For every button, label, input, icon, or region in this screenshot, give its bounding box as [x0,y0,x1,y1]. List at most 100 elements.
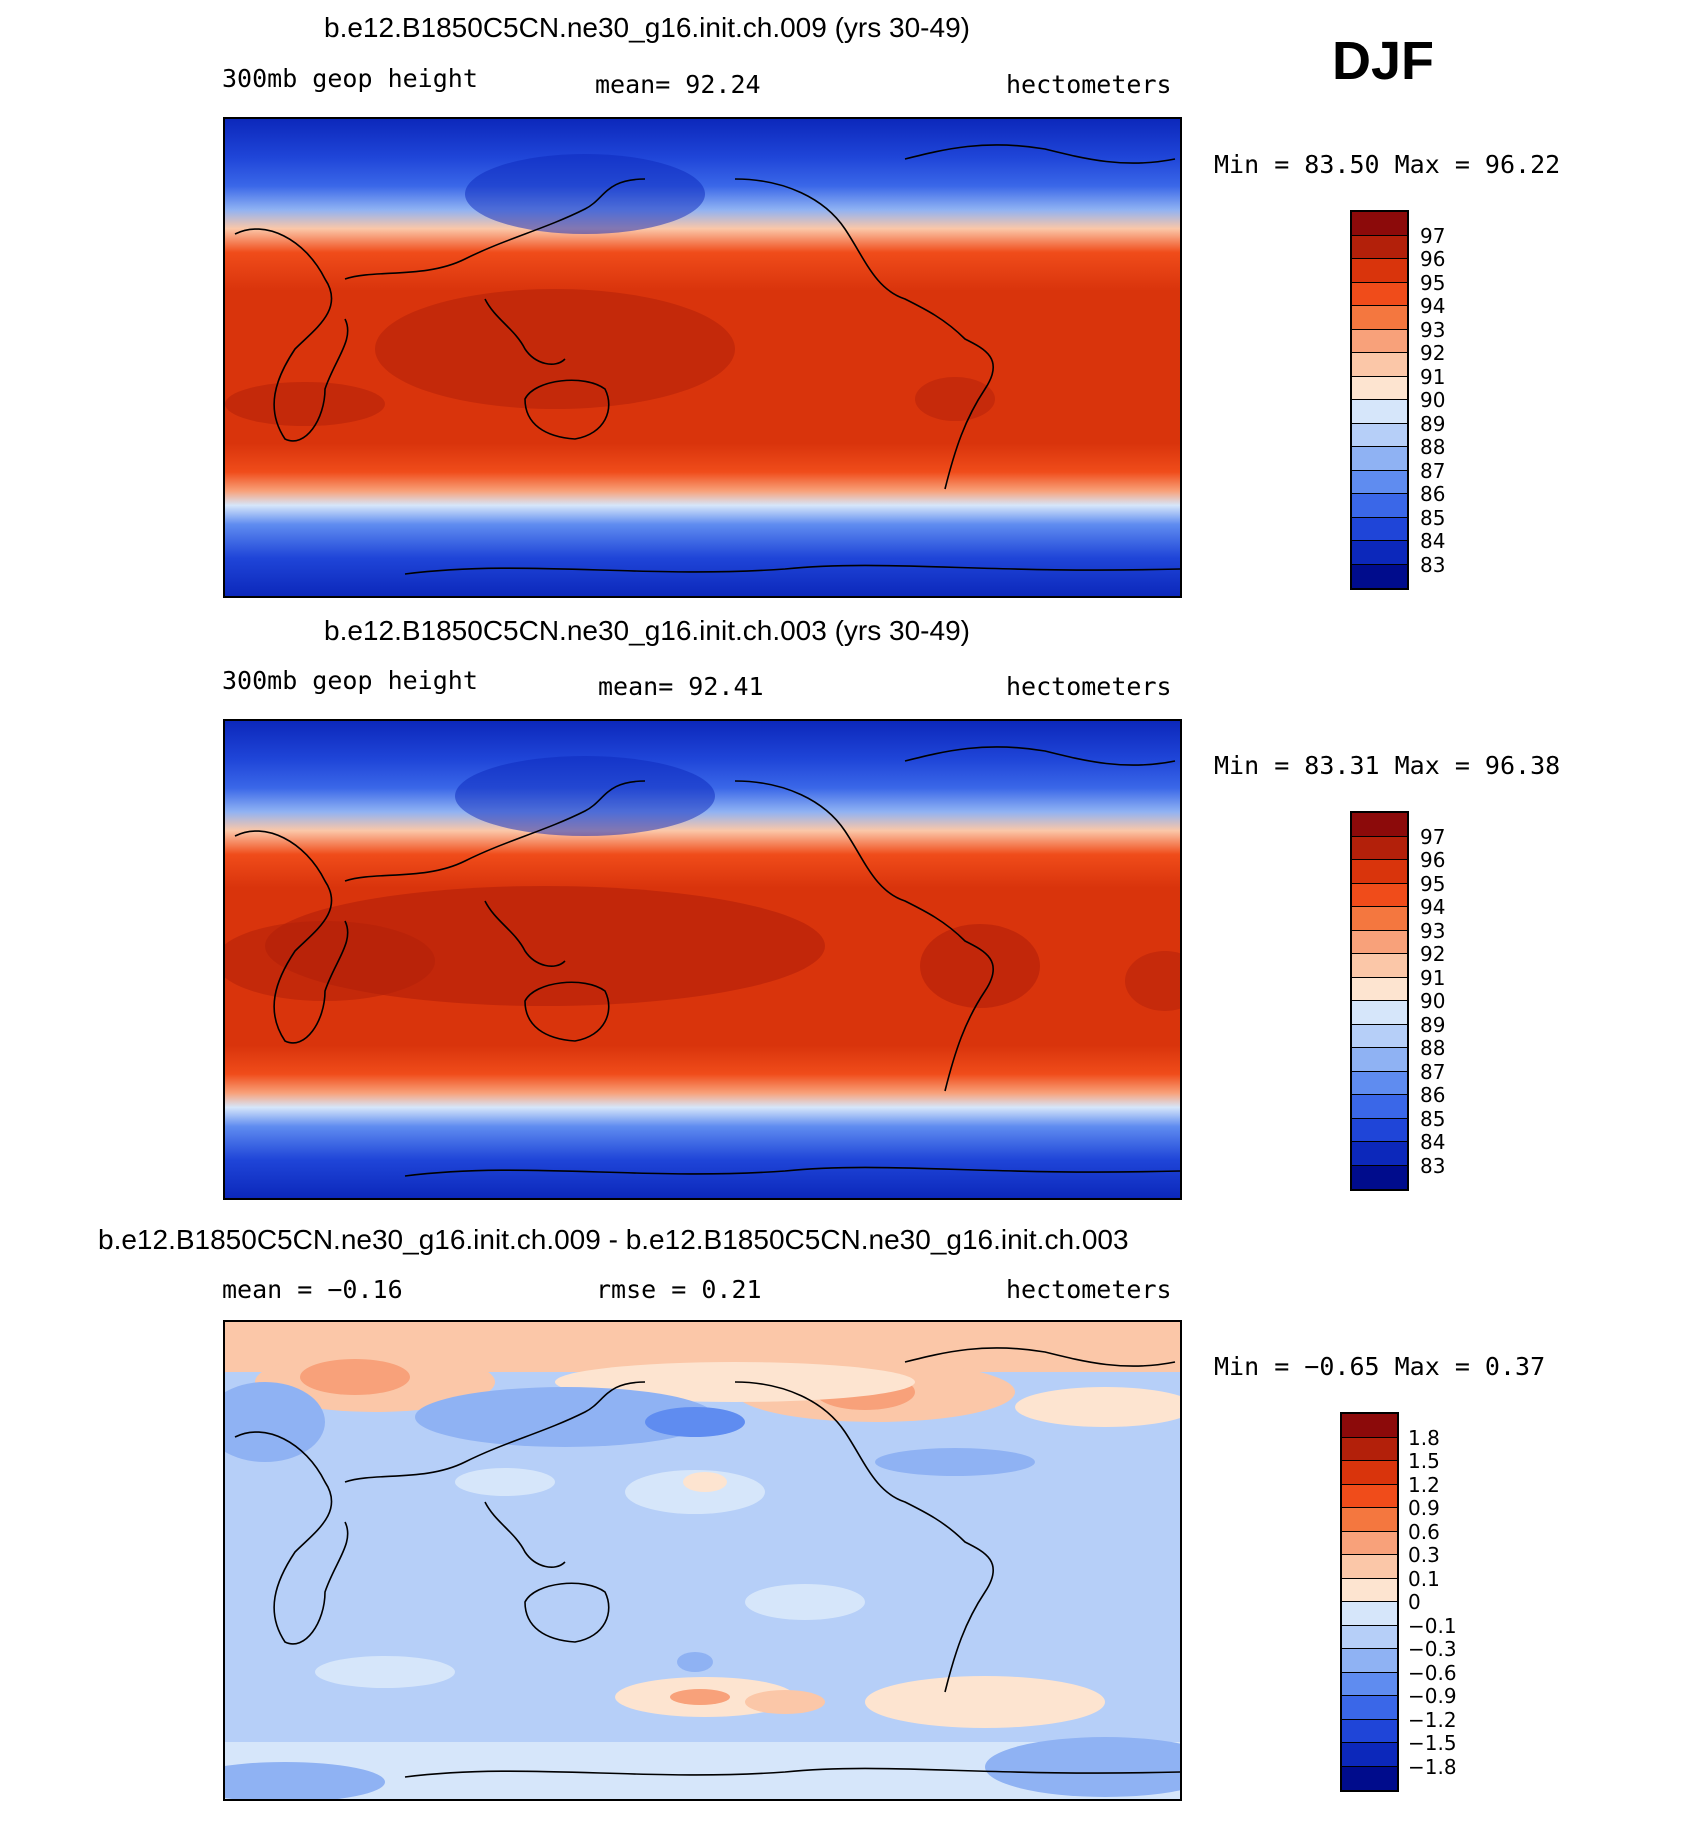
panel3-colorbar-cell [1342,1578,1397,1602]
panel1-colorbar-cell [1352,282,1407,306]
panel3-colorbar-cell [1342,1437,1397,1461]
panel1-colorbar-label: 92 [1420,341,1446,365]
panel3-colorbar-cell [1342,1696,1397,1720]
panel1-colorbar-label: 95 [1420,270,1446,295]
panel1-colorbar-cell [1352,447,1407,471]
panel3-colorbar-cell [1342,1461,1397,1485]
panel2-mean-label: mean= 92.41 [598,672,764,701]
panel3-units-label: hectometers [1006,1275,1172,1304]
panel3-colorbar-cell [1342,1672,1397,1696]
panel2-colorbar-label: 93 [1420,918,1446,943]
panel2-colorbar-cell [1352,907,1407,931]
panel3-map [223,1320,1182,1801]
panel3-colorbar-cell [1342,1555,1397,1579]
panel1-colorbar-cell [1352,376,1407,400]
panel3-colorbar [1340,1412,1399,1792]
panel1-colorbar-cell [1352,517,1407,541]
panel3-colorbar-label: 0.1 [1408,1566,1440,1591]
panel3-colorbar-label: −1.8 [1408,1754,1457,1779]
panel1-colorbar-label: 94 [1420,294,1446,318]
panel2-colorbar-label: 92 [1420,942,1446,966]
panel3-colorbar-label: 0.6 [1408,1519,1440,1544]
panel3-colorbar-cell [1342,1414,1397,1438]
panel2-colorbar-cell [1352,836,1407,860]
panel1-colorbar-cell [1352,235,1407,259]
panel1-colorbar [1350,210,1409,590]
panel2-map-field [225,721,1180,1198]
panel1-colorbar-cell [1352,212,1407,236]
panel3-colorbar-label: −0.1 [1408,1613,1457,1638]
panel2-colorbar-cell [1352,883,1407,907]
panel1-colorbar-cell [1352,353,1407,377]
panel3-colorbar-cell [1342,1508,1397,1532]
panel1-units-label: hectometers [1006,70,1172,99]
panel3-colorbar-cell [1342,1602,1397,1626]
panel3-colorbar-label: −0.9 [1408,1684,1457,1708]
panel2-colorbar-label: 90 [1420,989,1446,1013]
panel2-colorbar-cell [1352,1118,1407,1142]
panel2-coastlines [234,746,1180,1177]
panel2-colorbar-cell [1352,1095,1407,1119]
panel1-colorbar-cell [1352,400,1407,424]
panel3-colorbar-cell [1342,1649,1397,1673]
panel2-colorbar-label: 87 [1420,1059,1446,1084]
panel1-colorbar-label: 96 [1420,247,1446,271]
panel2-units-label: hectometers [1006,672,1172,701]
panel1-colorbar-label: 86 [1420,482,1446,506]
panel2-colorbar-cell [1352,1048,1407,1072]
panel2-colorbar-cell [1352,1001,1407,1025]
panel1-colorbar-labels: 97 96 95 94 93 92 91 90 89 88 87 86 85 84 83 [1420,222,1480,592]
panel3-mean-label: mean = −0.16 [222,1275,403,1304]
panel1-colorbar-label: 91 [1420,364,1446,389]
panel1-colorbar-label: 84 [1420,529,1446,553]
panel1-colorbar-cell [1352,564,1407,588]
panel2-colorbar-label: 89 [1420,1012,1446,1037]
panel1-colorbar-cell [1352,329,1407,353]
panel3-colorbar-cell [1342,1531,1397,1555]
panel2-colorbar-cell [1352,930,1407,954]
panel2-colorbar [1350,811,1409,1191]
panel3-colorbar-label: 0.3 [1408,1543,1440,1567]
panel1-colorbar-cell [1352,541,1407,565]
panel3-minmax: Min = −0.65 Max = 0.37 [1214,1352,1546,1381]
panel2-title: b.e12.B1850C5CN.ne30_g16.init.ch.003 (yr… [324,615,970,646]
panel3-title: b.e12.B1850C5CN.ne30_g16.init.ch.009 - b… [98,1224,1129,1255]
panel1-colorbar-cell [1352,494,1407,518]
panel1-colorbar-cell [1352,306,1407,330]
panel1-colorbar-label: 90 [1420,388,1446,412]
panel1-colorbar-label: 97 [1420,223,1446,248]
panel3-colorbar-label: 1.8 [1408,1425,1440,1450]
panel2-colorbar-label: 96 [1420,848,1446,872]
panel2-colorbar-labels: 97 96 95 94 93 92 91 90 89 88 87 86 85 84 83 [1420,823,1480,1193]
panel3-colorbar-cell [1342,1625,1397,1649]
panel1-colorbar-cell [1352,259,1407,283]
panel2-colorbar-cell [1352,860,1407,884]
panel2-minmax: Min = 83.31 Max = 96.38 [1214,751,1561,780]
panel2-colorbar-cell [1352,977,1407,1001]
panel3-colorbar-label: 1.5 [1408,1449,1440,1473]
panel3-colorbar-label: 0 [1408,1590,1421,1614]
panel2-colorbar-cell [1352,1071,1407,1095]
panel2-colorbar-label: 83 [1420,1153,1446,1178]
panel2-colorbar-cell [1352,954,1407,978]
panel2-colorbar-cell [1352,813,1407,837]
panel3-coastlines [234,1347,1180,1778]
panel2-colorbar-label: 84 [1420,1130,1446,1154]
panel1-map-field [225,119,1180,596]
panel2-colorbar-label: 95 [1420,871,1446,896]
panel3-colorbar-cell [1342,1766,1397,1790]
panel1-map [223,117,1182,598]
panel2-map [223,719,1182,1200]
panel2-colorbar-label: 97 [1420,824,1446,849]
panel3-colorbar-label: 0.9 [1408,1496,1440,1520]
panel2-colorbar-label: 91 [1420,965,1446,990]
panel3-colorbar-cell [1342,1719,1397,1743]
panel1-colorbar-label: 83 [1420,552,1446,577]
panel3-colorbar-label: −1.2 [1408,1707,1457,1732]
panel3-colorbar-label: 1.2 [1408,1472,1440,1497]
panel2-colorbar-cell [1352,1165,1407,1189]
panel1-mean-label: mean= 92.24 [595,70,761,99]
panel1-colorbar-label: 87 [1420,458,1446,483]
panel2-colorbar-cell [1352,1142,1407,1166]
panel1-colorbar-cell [1352,470,1407,494]
